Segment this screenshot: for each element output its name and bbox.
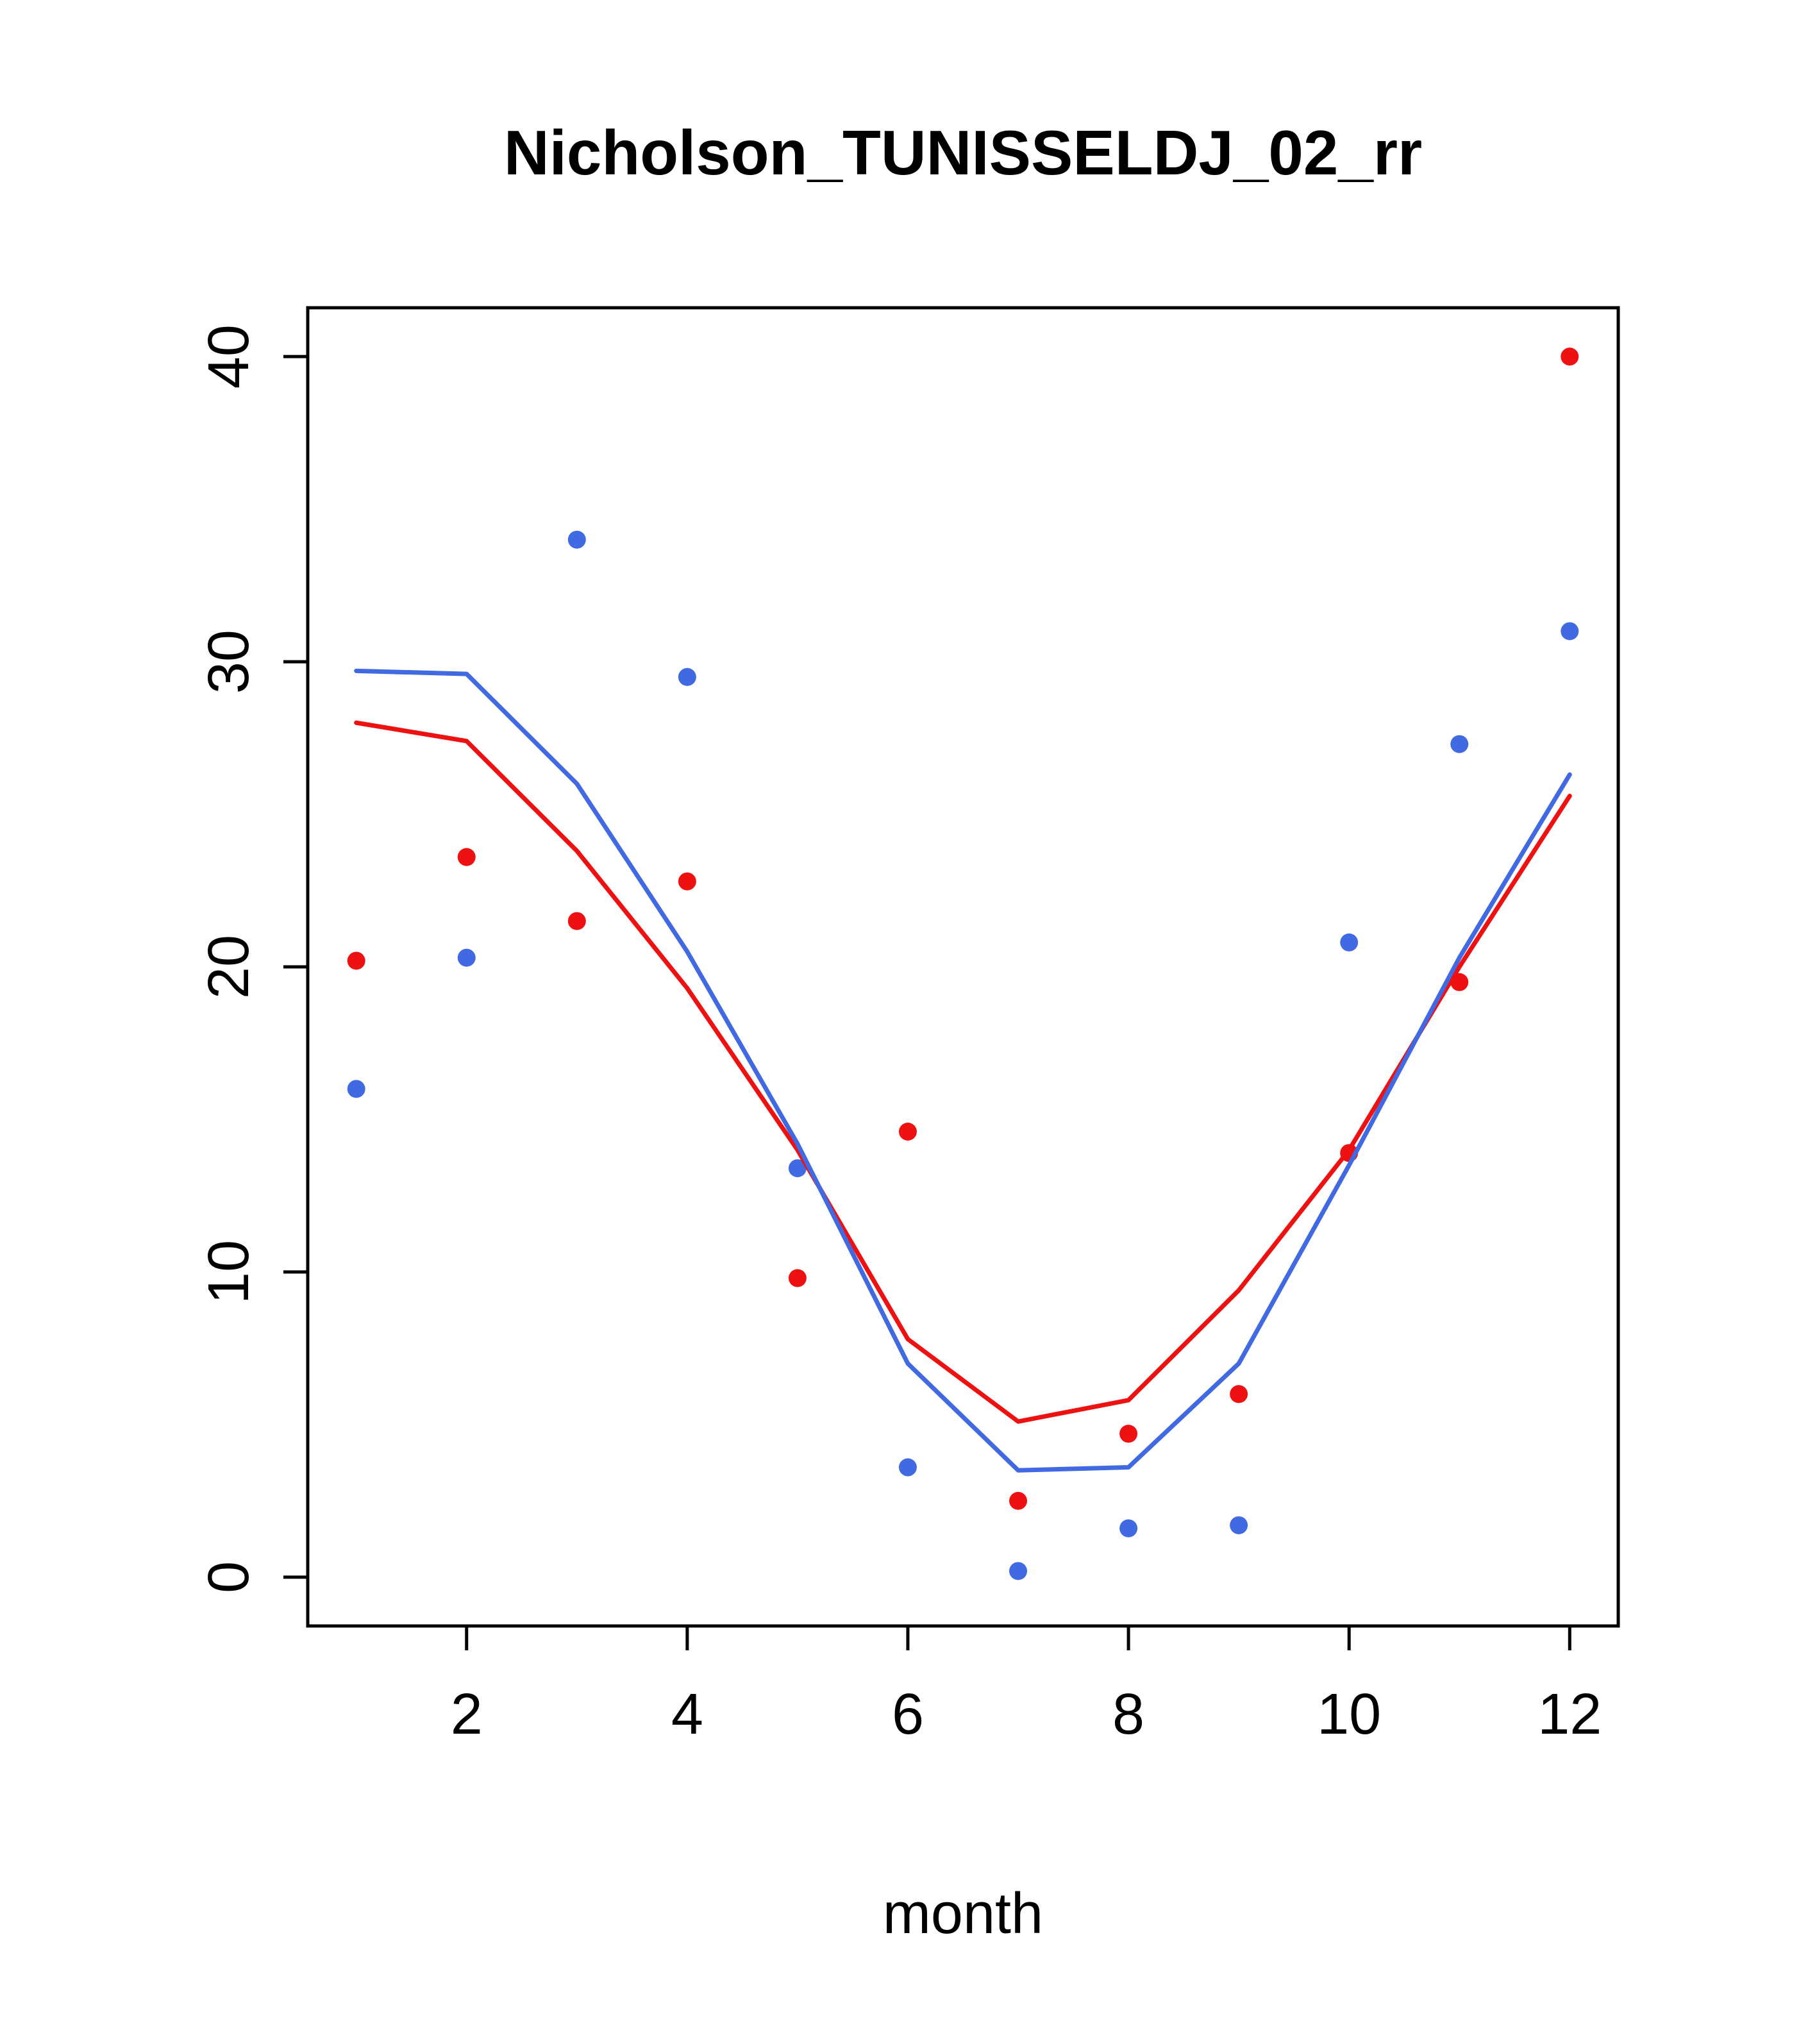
- y-tick-label: 0: [197, 1561, 261, 1593]
- y-tick-label: 20: [197, 935, 261, 999]
- y-tick-label: 10: [197, 1240, 261, 1304]
- y-tick-label: 30: [197, 630, 261, 694]
- blue-point: [567, 530, 586, 549]
- blue-point: [457, 948, 476, 967]
- x-axis-label: month: [883, 1882, 1043, 1946]
- x-tick-label: 2: [451, 1682, 483, 1747]
- chart-title: Nicholson_TUNISSELDJ_02_rr: [504, 117, 1422, 188]
- red-point: [567, 912, 586, 930]
- blue-point: [678, 667, 696, 686]
- red-point: [1561, 348, 1579, 366]
- x-tick-label: 6: [892, 1682, 924, 1747]
- blue-point: [1450, 735, 1469, 753]
- x-tick-label: 12: [1537, 1682, 1602, 1747]
- blue-point: [347, 1080, 365, 1098]
- x-tick-label: 4: [671, 1682, 703, 1747]
- blue-point: [788, 1159, 807, 1178]
- plot-box: [306, 306, 1620, 1628]
- red-point: [1119, 1425, 1138, 1443]
- red-line: [354, 720, 1572, 1424]
- red-point: [1230, 1385, 1248, 1403]
- x-tick-label: 10: [1317, 1682, 1381, 1747]
- red-point: [678, 872, 696, 891]
- y-tick-label: 40: [197, 324, 261, 389]
- red-point: [347, 951, 365, 970]
- plot-layer: 2 4 6 8 10 12 0 10 20 30 40: [197, 306, 1620, 1747]
- blue-point: [1230, 1516, 1248, 1534]
- blue-line: [354, 668, 1572, 1473]
- x-tick-label: 8: [1112, 1682, 1144, 1747]
- red-point: [1009, 1491, 1028, 1510]
- blue-point: [1340, 933, 1359, 951]
- blue-point: [898, 1458, 917, 1477]
- blue-point: [1009, 1562, 1028, 1580]
- blue-point: [1561, 622, 1579, 641]
- red-point: [457, 848, 476, 866]
- red-point: [788, 1269, 807, 1287]
- red-point: [898, 1123, 917, 1141]
- blue-point: [1119, 1519, 1138, 1537]
